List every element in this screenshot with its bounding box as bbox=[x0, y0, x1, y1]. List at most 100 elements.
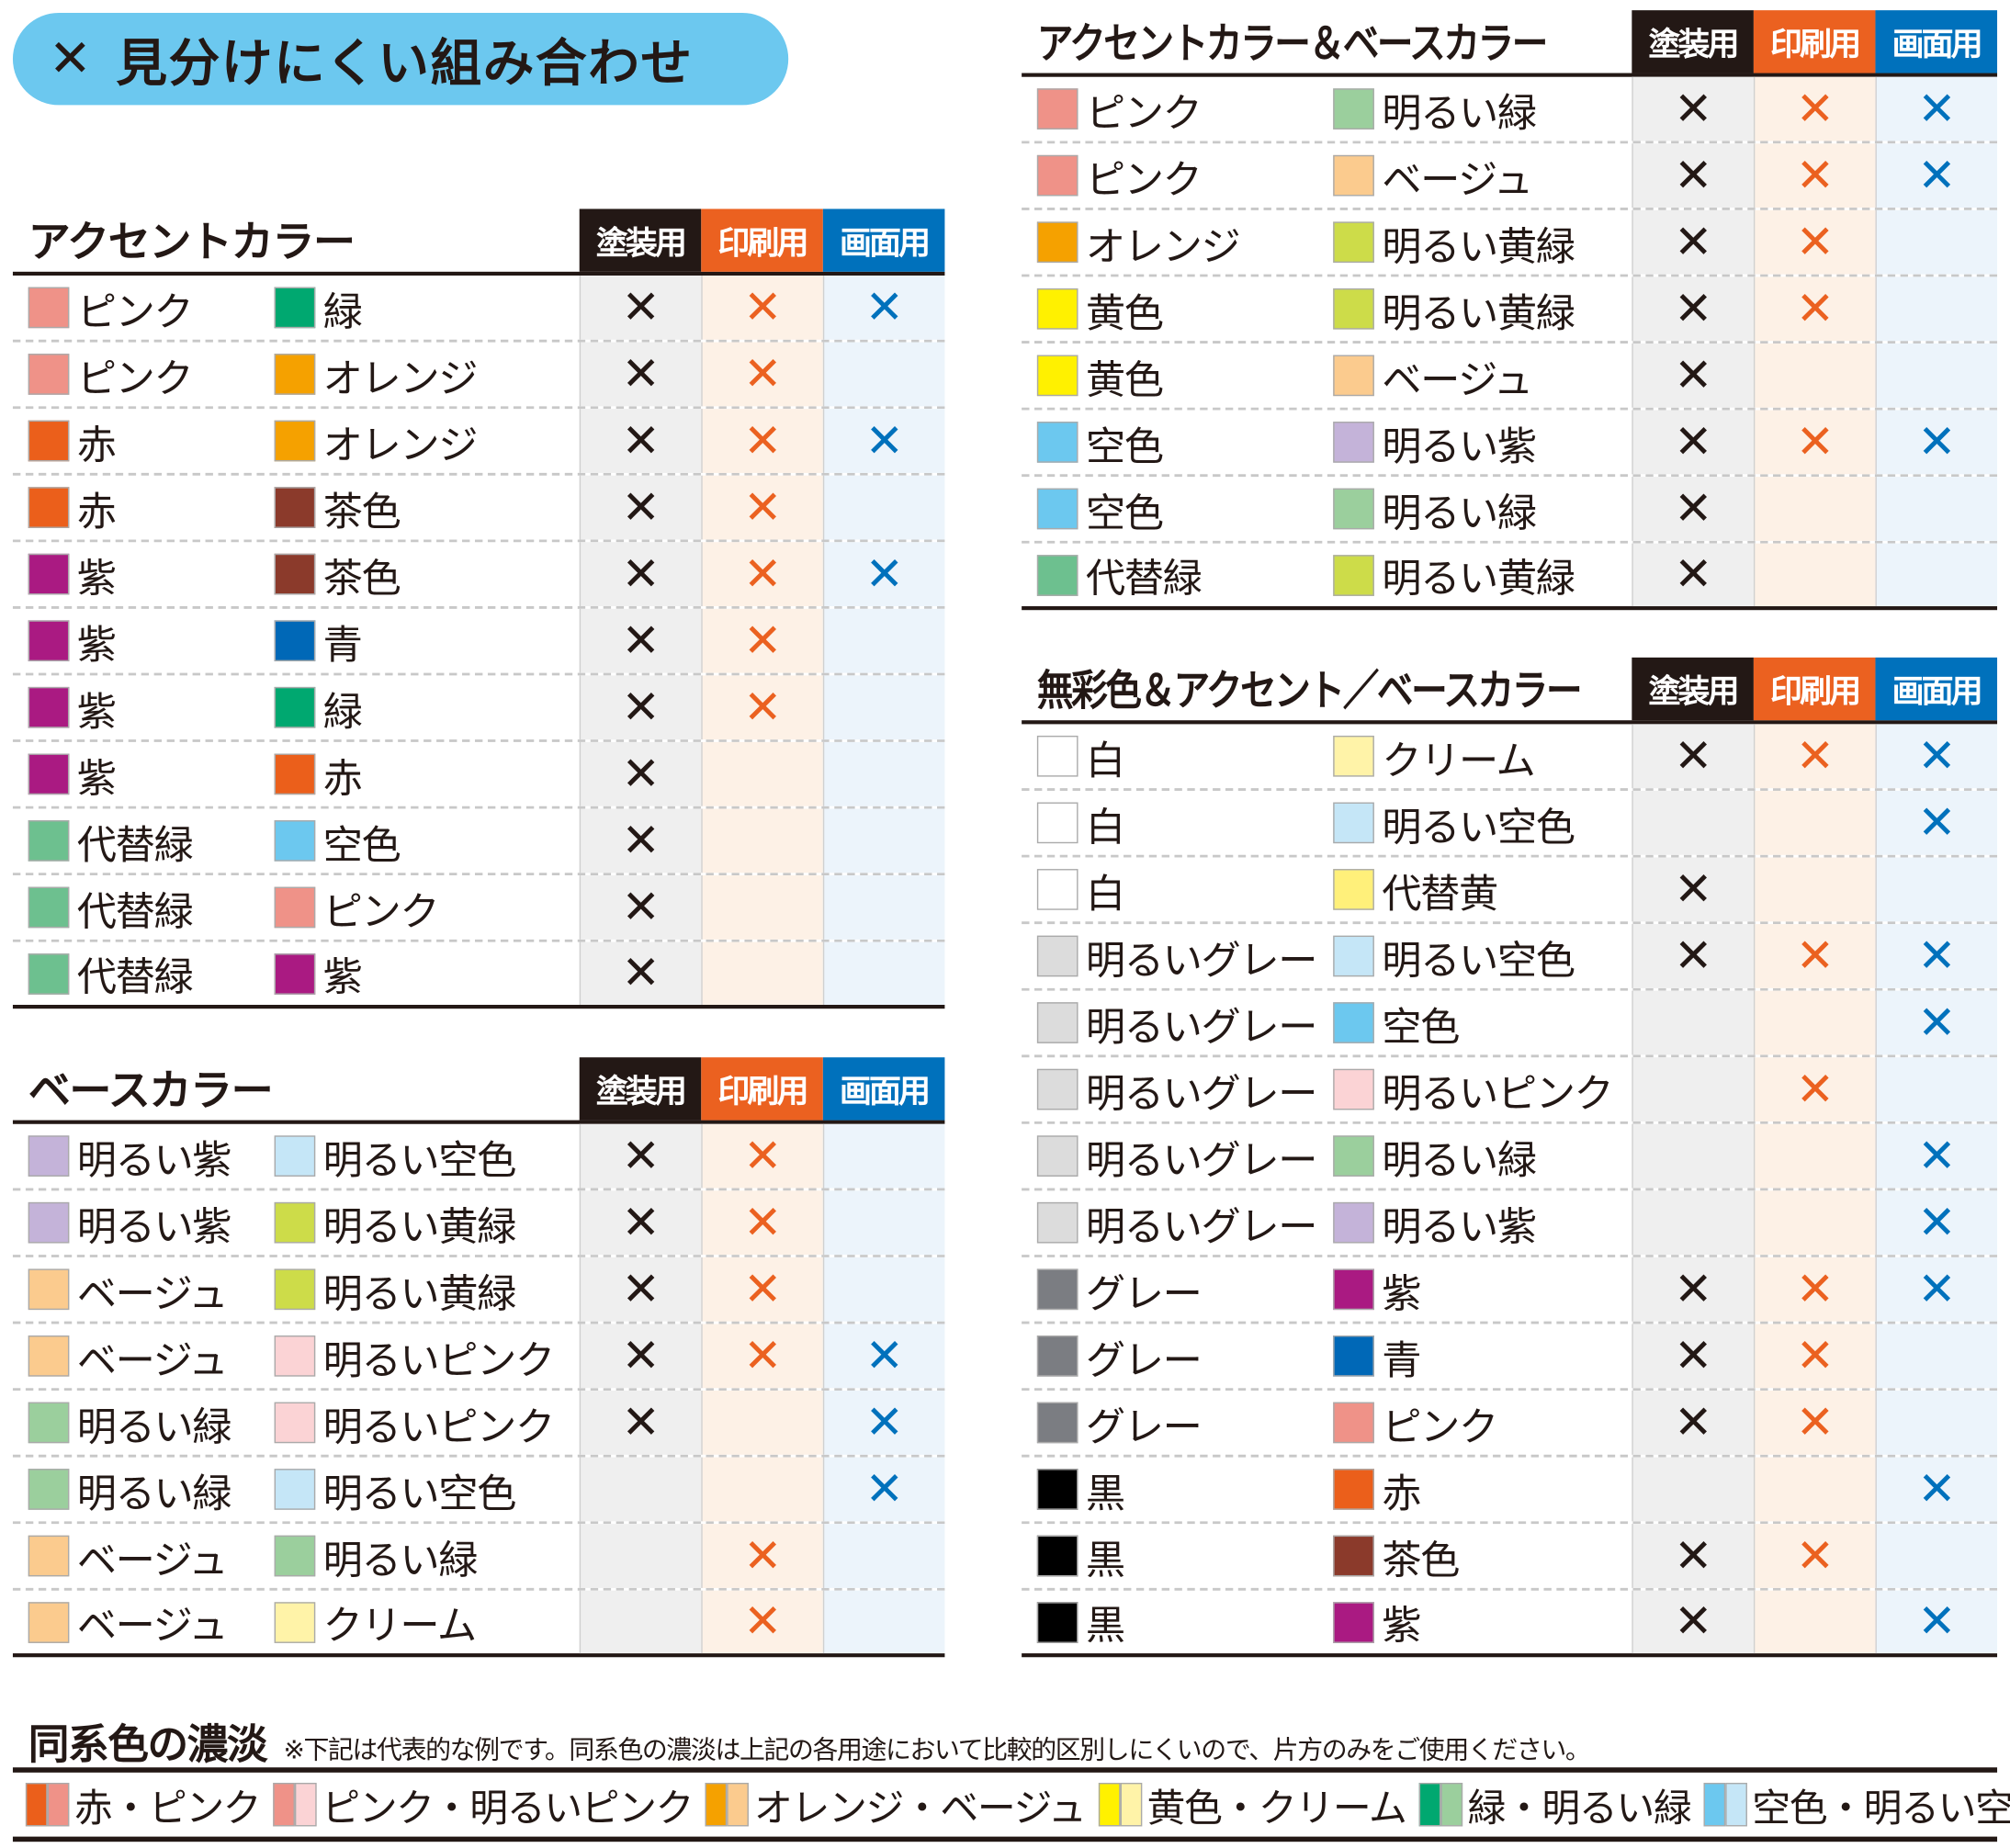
color-second: 明るいピンク bbox=[1333, 1057, 1614, 1121]
color-second: 明るい緑 bbox=[1333, 77, 1537, 141]
color-second: 空色 bbox=[274, 808, 401, 873]
cross-icon: ✕ bbox=[621, 947, 661, 1000]
mark-cell-paint: ✕ bbox=[579, 409, 702, 473]
color-second: 明るい紫 bbox=[1333, 411, 1537, 475]
table-header: 無彩色＆アクセント／ベースカラー 塗装用 印刷用 画面用 bbox=[1022, 657, 1998, 725]
mark-cell-paint: ✕ bbox=[1632, 1256, 1754, 1322]
color-name: 明るい紫 bbox=[1382, 423, 1537, 470]
mark-cell-paint: ✕ bbox=[579, 608, 702, 673]
table-row: グレー ピンク ✕ ✕ bbox=[1022, 1391, 1998, 1458]
mark-cell-print: ✕ bbox=[1753, 143, 1876, 208]
color-second: クリーム bbox=[274, 1591, 477, 1653]
shades-note: ※下記は代表的な例です。同系色の濃淡は上記の各用途において比較的区別しにくいので… bbox=[283, 1733, 1591, 1765]
color-name: 明るいグレー bbox=[1085, 1070, 1318, 1118]
mark-cell-paint: ✕ bbox=[579, 675, 702, 740]
mark-cell-screen bbox=[822, 608, 945, 673]
color-name: 白 bbox=[1085, 738, 1125, 784]
mark-cell-print bbox=[1753, 790, 1876, 855]
mark-cell-print bbox=[1753, 1590, 1876, 1654]
mark-cell-print bbox=[701, 875, 823, 940]
mark-cell-screen bbox=[1875, 209, 1998, 275]
mark-cell-screen bbox=[1875, 1524, 1998, 1588]
color-swatch bbox=[1036, 1135, 1078, 1177]
color-second: オレンジ bbox=[274, 409, 478, 473]
shade-pair-label: オレンジ・ベージュ bbox=[754, 1786, 1087, 1832]
color-swatch bbox=[1333, 221, 1374, 264]
mark-cell-print: ✕ bbox=[701, 1590, 823, 1654]
color-swatch bbox=[274, 287, 316, 329]
mark-cell-paint: ✕ bbox=[1632, 477, 1754, 541]
mark-cell-print bbox=[1753, 857, 1876, 922]
mark-cell-paint bbox=[579, 1590, 702, 1654]
color-swatch bbox=[1036, 488, 1078, 530]
color-swatch bbox=[274, 1268, 316, 1311]
mark-cell-print bbox=[1753, 990, 1876, 1055]
cross-icon: ✕ bbox=[743, 347, 783, 401]
table-row: 白 クリーム ✕ ✕ ✕ bbox=[1022, 724, 1998, 791]
mark-cell-screen bbox=[1875, 477, 1998, 541]
accent-color-table: アクセントカラー 塗装用 印刷用 画面用 ピンク緑 ✕ ✕ ✕ ピンク オレンジ ✕ ✕ 赤オレンジ ✕ ✕… bbox=[12, 208, 945, 1009]
color-name: ピンク bbox=[76, 355, 194, 402]
achromatic-accent-base-table: 無彩色＆アクセント／ベースカラー 塗装用 印刷用 画面用白クリーム ✕ ✕ ✕ 白明るい空色 ✕… bbox=[1022, 657, 1998, 1658]
color-first: 明るい紫 bbox=[28, 1190, 232, 1255]
mark-cell-screen bbox=[822, 475, 945, 540]
cross-icon: ✕ bbox=[621, 681, 661, 734]
cross-icon: ✕ bbox=[1795, 216, 1835, 269]
mark-cell-print bbox=[1753, 1123, 1876, 1189]
color-name: 明るい緑 bbox=[322, 1537, 479, 1584]
cross-icon: ✕ bbox=[1917, 930, 1957, 983]
color-second: 緑 bbox=[274, 276, 363, 340]
color-name: 明るい紫 bbox=[76, 1137, 232, 1184]
color-swatch bbox=[1036, 1535, 1078, 1577]
cross-icon: ✕ bbox=[1795, 282, 1835, 335]
table-row: 代替緑 ピンク ✕ bbox=[12, 875, 945, 942]
mark-cell-paint: ✕ bbox=[579, 342, 702, 407]
cross-icon: ✕ bbox=[1795, 83, 1835, 136]
color-swatch bbox=[274, 753, 316, 795]
color-name: 赤 bbox=[76, 422, 117, 469]
table-row: 黒 赤 ✕ bbox=[1022, 1457, 1998, 1525]
color-first: 明るい緑 bbox=[28, 1458, 232, 1522]
column-header-print: 印刷用 bbox=[701, 208, 823, 272]
color-second: 明るい緑 bbox=[1333, 477, 1537, 541]
cross-icon: ✕ bbox=[621, 480, 661, 535]
mark-cell-screen bbox=[822, 675, 945, 740]
cross-icon: ✕ bbox=[1674, 548, 1713, 602]
mark-cell-screen bbox=[822, 941, 945, 1005]
color-first: 明るい緑 bbox=[28, 1391, 232, 1455]
color-name: 代替緑 bbox=[76, 888, 194, 935]
cross-icon: ✕ bbox=[1674, 216, 1713, 269]
color-second: 明るいピンク bbox=[274, 1391, 555, 1455]
color-swatch bbox=[1333, 935, 1374, 977]
color-name: 明るい黄緑 bbox=[322, 1270, 517, 1317]
color-swatch bbox=[1036, 355, 1078, 397]
color-swatch bbox=[727, 1783, 750, 1827]
mark-cell-screen: ✕ bbox=[1875, 924, 1998, 988]
color-name: 青 bbox=[1382, 1337, 1421, 1384]
color-first: オレンジ bbox=[1036, 210, 1241, 275]
cross-icon: ✕ bbox=[1917, 415, 1957, 469]
cross-icon: ✕ bbox=[1674, 282, 1713, 335]
color-swatch bbox=[1333, 1469, 1374, 1510]
cross-icon: ✕ bbox=[864, 414, 904, 468]
color-name: 明るいグレー bbox=[1085, 1137, 1318, 1184]
color-first: 紫 bbox=[28, 675, 117, 739]
mark-cell-print: ✕ bbox=[701, 1190, 823, 1256]
color-name: 紫 bbox=[76, 755, 117, 802]
cross-icon: ✕ bbox=[621, 881, 661, 934]
color-swatch bbox=[1703, 1783, 1725, 1827]
cross-icon: ✕ bbox=[1674, 1329, 1713, 1382]
color-second: 茶色 bbox=[274, 542, 401, 606]
table-row: ベージュ クリーム ✕ bbox=[12, 1590, 945, 1658]
table-row: ベージュ 明るい緑 ✕ bbox=[12, 1524, 945, 1591]
color-first: 赤 bbox=[28, 409, 117, 473]
color-swatch bbox=[28, 1201, 70, 1244]
color-swatch bbox=[1036, 287, 1078, 330]
mark-cell-paint bbox=[1632, 1123, 1754, 1189]
cross-icon: ✕ bbox=[1674, 1396, 1713, 1449]
color-swatch bbox=[274, 1469, 316, 1510]
color-name: 明るい緑 bbox=[76, 1471, 232, 1517]
mark-cell-paint bbox=[1632, 1190, 1754, 1256]
color-second: 明るい空色 bbox=[1333, 924, 1575, 988]
